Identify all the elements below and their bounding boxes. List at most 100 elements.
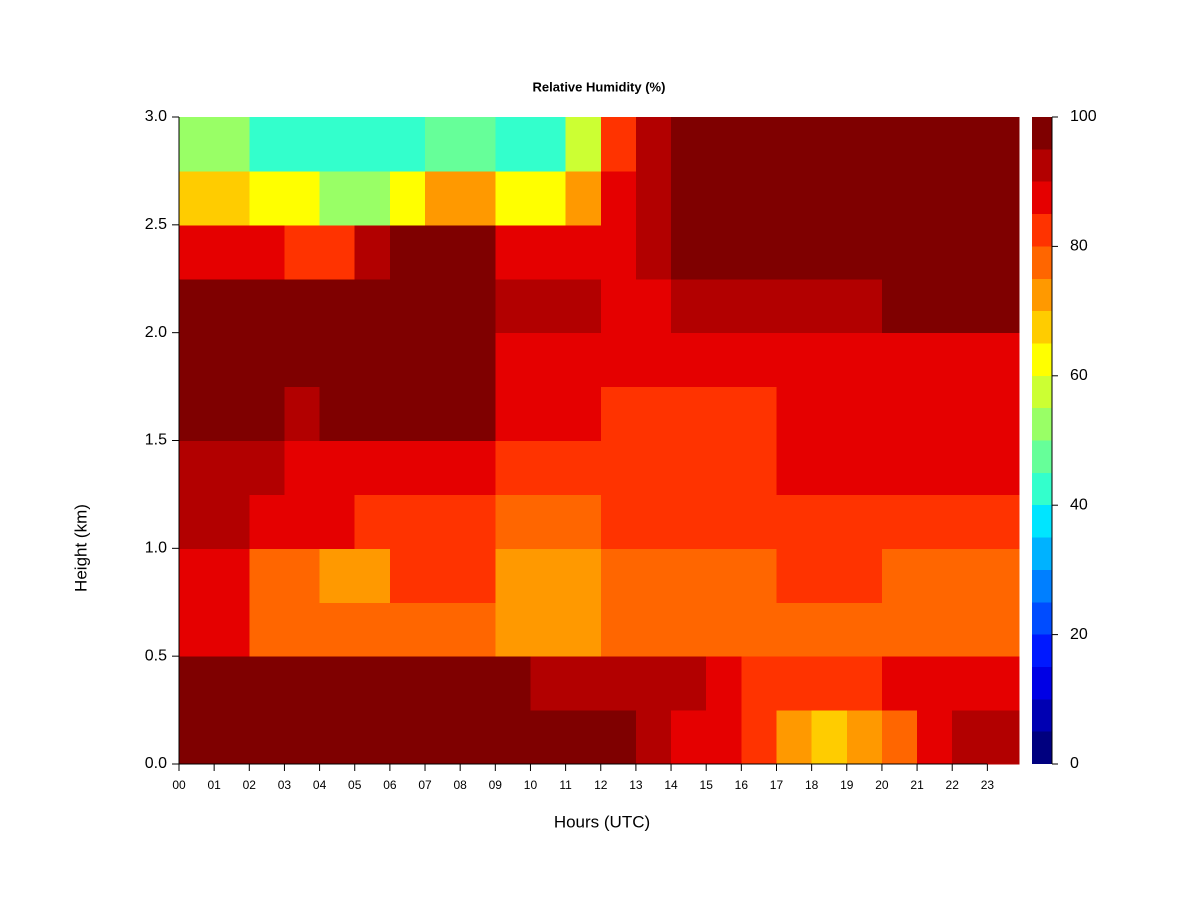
heatmap-cell <box>249 656 285 711</box>
heatmap-cell <box>214 494 250 549</box>
heatmap-cell <box>987 278 1020 334</box>
heatmap-cell <box>319 170 356 226</box>
heatmap-cell <box>671 602 707 657</box>
heatmap-cell <box>179 440 215 495</box>
heatmap-cell <box>600 332 637 388</box>
heatmap-cell <box>741 224 777 280</box>
heatmap-cell <box>284 602 321 657</box>
heatmap-cell <box>811 440 848 495</box>
heatmap-cell <box>706 440 742 495</box>
heatmap-cell <box>811 602 848 657</box>
heatmap-cell <box>846 710 883 765</box>
heatmap-cell <box>776 170 813 226</box>
heatmap-cell <box>846 386 883 441</box>
heatmap-cell <box>214 170 250 226</box>
x-tick-label: 17 <box>770 778 784 792</box>
heatmap-cell <box>987 332 1020 388</box>
x-tick-label: 23 <box>981 778 995 792</box>
heatmap-cell <box>706 494 742 549</box>
heatmap-cell <box>179 278 215 334</box>
colorbar-swatch <box>1032 602 1052 635</box>
heatmap-cell <box>811 117 848 172</box>
heatmap-cell <box>600 170 637 226</box>
heatmap-cell <box>987 386 1020 441</box>
heatmap-cell <box>425 386 461 441</box>
heatmap-cell <box>811 656 848 711</box>
heatmap-cell <box>741 278 777 334</box>
heatmap-cell <box>565 602 602 657</box>
x-tick-label: 21 <box>910 778 924 792</box>
heatmap-cell <box>600 710 637 765</box>
heatmap-cell <box>671 440 707 495</box>
heatmap-cell <box>776 117 813 172</box>
heatmap-cell <box>706 386 742 441</box>
heatmap-cell <box>425 494 461 549</box>
chart-title: Relative Humidity (%) <box>533 79 666 94</box>
heatmap-cell <box>284 494 321 549</box>
heatmap-cell <box>952 548 988 603</box>
heatmap-cell <box>635 548 672 603</box>
heatmap-cell <box>741 494 777 549</box>
heatmap-cell <box>530 332 567 388</box>
y-tick-label: 1.0 <box>145 540 167 557</box>
heatmap-cell <box>846 170 883 226</box>
heatmap-cell <box>881 440 918 495</box>
colorbar-tick-label: 40 <box>1070 496 1088 513</box>
colorbar-swatch <box>1032 699 1052 732</box>
heatmap-cell <box>917 332 953 388</box>
heatmap-cell <box>389 548 426 603</box>
y-tick-label: 0.5 <box>145 647 167 664</box>
heatmap-cell <box>284 656 321 711</box>
heatmap-cell <box>987 656 1020 711</box>
heatmap-cell <box>354 548 391 603</box>
heatmap-cell <box>284 440 321 495</box>
heatmap-cell <box>635 386 672 441</box>
heatmap-cell <box>987 117 1020 172</box>
heatmap-cell <box>530 602 567 657</box>
x-tick-label: 09 <box>489 778 503 792</box>
heatmap-cell <box>635 224 672 280</box>
heatmap-cell <box>635 117 672 172</box>
heatmap-cell <box>706 224 742 280</box>
heatmap-cell <box>565 117 602 172</box>
heatmap-cell <box>425 656 461 711</box>
heatmap-cell <box>354 117 391 172</box>
heatmap-cell <box>635 332 672 388</box>
heatmap-cell <box>881 548 918 603</box>
heatmap-cell <box>530 656 567 711</box>
heatmap-cell <box>776 602 813 657</box>
heatmap-cell <box>987 440 1020 495</box>
heatmap-cell <box>179 170 215 226</box>
heatmap-cell <box>249 440 285 495</box>
heatmap-cell <box>389 224 426 280</box>
y-tick-label: 0.0 <box>145 755 167 772</box>
heatmap-cell <box>811 710 848 765</box>
heatmap-cell <box>671 710 707 765</box>
heatmap-cell <box>319 656 356 711</box>
heatmap-cell <box>671 656 707 711</box>
heatmap-cell <box>179 332 215 388</box>
y-tick-label: 2.5 <box>145 216 167 233</box>
heatmap-cell <box>530 440 567 495</box>
heatmap-cell <box>214 440 250 495</box>
heatmap-cell <box>425 170 461 226</box>
heatmap-cell <box>354 170 391 226</box>
heatmap-cell <box>952 117 988 172</box>
heatmap-cell <box>881 494 918 549</box>
heatmap-cell <box>389 656 426 711</box>
y-tick-label: 2.0 <box>145 324 167 341</box>
heatmap-cell <box>952 224 988 280</box>
colorbar-swatch <box>1032 181 1052 215</box>
heatmap-cell <box>284 278 321 334</box>
heatmap-cell <box>776 656 813 711</box>
heatmap-cell <box>776 386 813 441</box>
x-tick-label: 14 <box>664 778 678 792</box>
heatmap-cell <box>319 386 356 441</box>
heatmap-cell <box>635 440 672 495</box>
heatmap-cell <box>495 332 531 388</box>
heatmap-cell <box>354 440 391 495</box>
heatmap-cell <box>565 386 602 441</box>
heatmap-cell <box>635 710 672 765</box>
heatmap-cell <box>530 710 567 765</box>
heatmap-cell <box>846 656 883 711</box>
